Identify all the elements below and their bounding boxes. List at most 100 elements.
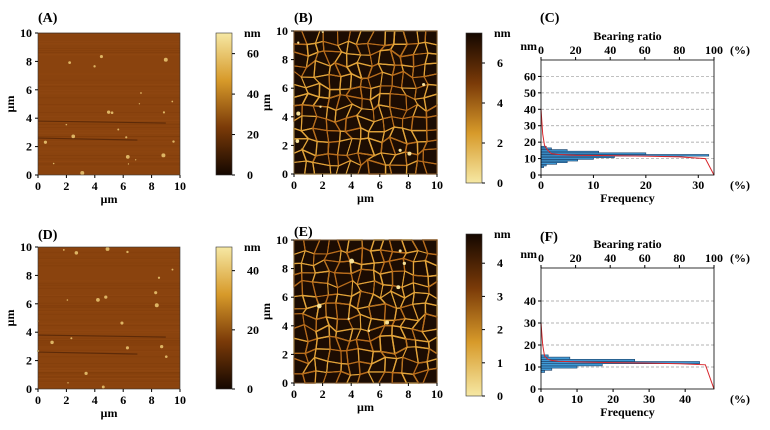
top-tick-label: 0 [538, 43, 544, 57]
top-tick-label: 20 [570, 43, 582, 57]
network-bright-spot [398, 249, 402, 253]
colorbar-tick-label: 20 [247, 323, 259, 337]
afm-particle [126, 250, 129, 254]
afm-particle [171, 100, 174, 103]
afm-particle [117, 128, 120, 131]
bottom-axis-unit: (%) [730, 178, 750, 192]
afm-particle [125, 154, 130, 159]
network-image-panel-e: 0 2 4 6 8 10 0 2 4 6 8 10 µm µm nm 0 1 2 3 4 [259, 227, 511, 414]
y-tick-label: 10 [20, 240, 32, 254]
top-tick-label: 100 [705, 43, 723, 57]
colorbar-tick-label: 2 [497, 323, 503, 337]
afm-particle [157, 276, 161, 279]
network-bright-spot [295, 139, 300, 143]
afm-scan-artifact [37, 137, 138, 141]
top-tick-label: 40 [604, 251, 616, 265]
y-tick-label: 10 [524, 152, 536, 166]
bottom-tick-label: 30 [692, 178, 704, 192]
colorbar-tick-label: 0 [247, 382, 253, 396]
colorbar-tick-label: 4 [497, 256, 503, 270]
colorbar [215, 246, 233, 390]
y-tick-label: 8 [282, 262, 288, 276]
network-bright-spot [297, 41, 300, 44]
afm-scan-artifact [37, 120, 166, 124]
colorbar-unit: nm [494, 227, 511, 241]
afm-particle [70, 337, 73, 340]
bearing-ratio-curve [540, 109, 715, 176]
afm-particle [154, 303, 159, 308]
x-tick-label: 6 [120, 393, 126, 407]
y-axis-title: µm [259, 94, 273, 111]
afm-particle [135, 159, 137, 161]
afm-particle [84, 371, 88, 375]
network-bright-spot [422, 82, 426, 87]
y-tick-label: 2 [26, 354, 32, 368]
x-tick-label: 10 [431, 387, 443, 401]
y-tick-label: 8 [26, 54, 32, 68]
colorbar-tick-label: 6 [497, 56, 503, 70]
x-tick-label: 10 [431, 178, 443, 192]
top-axis-title: Bearing ratio [593, 29, 661, 43]
y-tick-label: 0 [530, 382, 536, 396]
panel-label-c: (C) [540, 11, 560, 26]
x-tick-label: 10 [174, 393, 186, 407]
x-tick-label: 4 [92, 179, 98, 193]
panel-label-b: (B) [294, 11, 313, 26]
afm-particle [162, 111, 166, 114]
top-tick-label: 40 [604, 43, 616, 57]
bottom-axis-title: Frequency [600, 405, 654, 419]
x-tick-label: 2 [320, 178, 326, 192]
network-bright-spot [296, 111, 301, 116]
top-tick-label: 80 [673, 43, 685, 57]
afm-particle [96, 297, 100, 302]
network-bright-spot [349, 258, 355, 264]
afm-particle [80, 170, 85, 175]
y-axis-title: µm [259, 303, 273, 320]
afm-particle [154, 291, 158, 295]
image-frame [37, 246, 181, 390]
y-tick-label: 6 [282, 290, 288, 304]
bottom-tick-label: 0 [538, 178, 544, 192]
x-tick-label: 8 [405, 387, 411, 401]
network-image-panel-b: 0 2 4 6 8 10 0 2 4 6 8 10 µm µm nm 0 2 4 6 [259, 24, 511, 205]
afm-particle [50, 340, 54, 345]
x-tick-label: 0 [291, 387, 297, 401]
image-frame [37, 32, 181, 176]
afm-scan-artifact [37, 351, 138, 355]
x-axis-title: µm [357, 191, 374, 205]
x-tick-label: 2 [63, 179, 69, 193]
colorbar-tick-label: 1 [497, 356, 503, 370]
y-tick-label: 8 [26, 268, 32, 282]
image-frame [293, 239, 438, 384]
top-tick-label: 100 [705, 251, 723, 265]
afm-particle [65, 123, 68, 126]
panel-label-d: (D) [38, 228, 58, 243]
y-tick-label: 10 [276, 233, 288, 247]
colorbar-tick-label: 60 [247, 47, 259, 61]
y-tick-label: 20 [524, 135, 536, 149]
y-tick-label: 0 [26, 382, 32, 396]
bottom-tick-label: 0 [538, 392, 544, 406]
colorbar-tick-label: 3 [497, 289, 503, 303]
afm-particle [161, 153, 166, 158]
colorbar [215, 32, 233, 176]
y-tick-label: 0 [26, 168, 32, 182]
afm-particle [120, 321, 124, 325]
y-axis-unit: nm [520, 247, 537, 261]
bottom-tick-label: 10 [587, 178, 599, 192]
x-tick-label: 6 [377, 387, 383, 401]
afm-particle [138, 103, 141, 105]
network-bright-spot [316, 303, 322, 309]
bottom-tick-label: 30 [643, 392, 655, 406]
bottom-axis-title: Frequency [600, 191, 654, 205]
y-tick-label: 2 [26, 140, 32, 154]
top-axis-unit: (%) [730, 251, 750, 265]
y-tick-label: 6 [26, 83, 32, 97]
y-tick-label: 0 [530, 168, 536, 182]
afm-particle [125, 346, 129, 350]
top-axis-title: Bearing ratio [593, 237, 661, 251]
x-tick-label: 4 [92, 393, 98, 407]
afm-image-panel-d: 0 2 4 6 8 10 0 2 4 6 8 10 µm µm nm 0 20 40 [3, 240, 261, 420]
